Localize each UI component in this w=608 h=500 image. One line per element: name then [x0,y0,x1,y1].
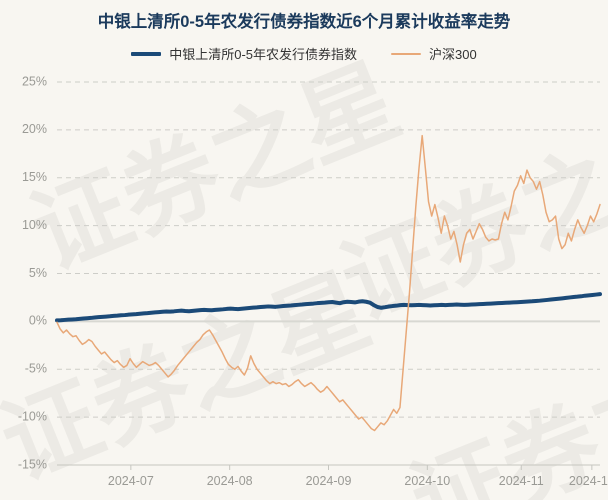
x-axis-labels-group: 2024-07 2024-08 2024-09 2024-10 2024-11 2024-… [108,474,608,488]
y-axis-tick-label: -5% [25,362,47,376]
x-axis-tick-label: 2024-07 [108,474,154,488]
series-line-csi300 [56,134,601,432]
chart-legend: 中银上清所0-5年农发行债券指数 沪深300 [0,44,608,63]
legend-swatch-bond-index [131,51,162,56]
y-axis-tick-label: 20% [22,122,47,136]
x-axis-tick-label: 2024-11 [499,474,544,488]
y-axis-tick-label: -15% [18,457,47,471]
chart-title: 中银上清所0-5年农发行债券指数近6个月累计收益率走势 [97,13,511,31]
x-axis-group [57,464,600,470]
y-axis-tick-label: 0% [29,314,47,328]
legend-item-csi300[interactable]: 沪深300 [391,44,477,63]
y-axis-tick-label: 15% [22,170,47,184]
y-axis-tick-label: 10% [22,218,47,232]
y-axis-labels-group: 25% 20% 15% 10% 5% 0% -5% -10% -15% [18,74,47,471]
x-axis-tick-label: 2024-09 [306,474,352,488]
x-axis-tick-label: 2024-12 [569,474,608,488]
x-axis-tick-label: 2024-10 [404,474,450,488]
y-axis-tick-label: 5% [29,266,47,280]
y-axis-tick-label: -10% [18,409,47,423]
legend-label-csi300: 沪深300 [429,47,477,62]
legend-item-bond-index[interactable]: 中银上清所0-5年农发行债券指数 [131,44,357,63]
x-axis-tick-label: 2024-08 [207,474,253,488]
legend-swatch-csi300 [391,52,422,55]
gridlines-group [57,81,600,466]
legend-label-bond-index: 中银上清所0-5年农发行债券指数 [169,47,358,62]
data-series-group [55,134,602,432]
series-line-bond-index [55,292,602,323]
y-axis-tick-label: 25% [22,74,47,88]
